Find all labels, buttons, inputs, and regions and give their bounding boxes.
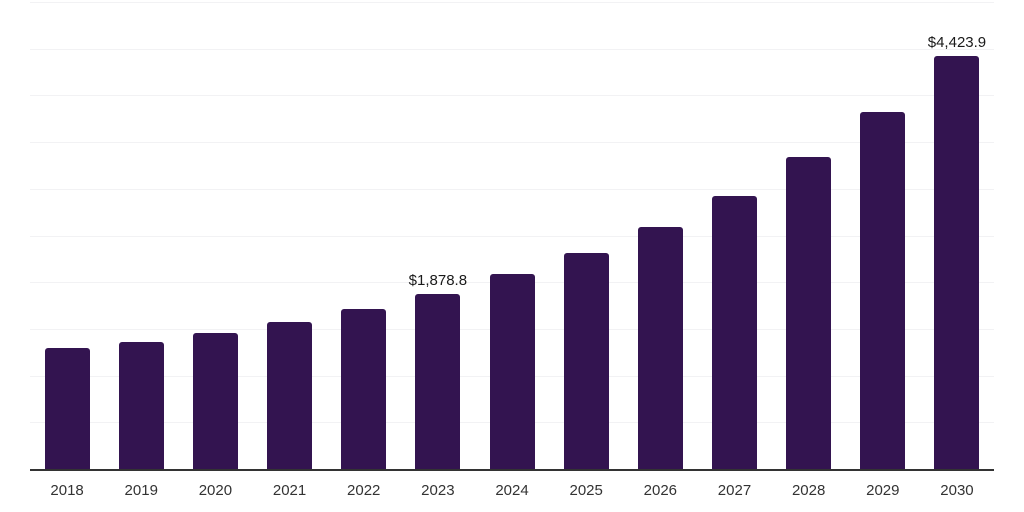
bar-value-label-2030: $4,423.9 bbox=[927, 33, 987, 51]
bar-2030 bbox=[934, 55, 980, 469]
gridline bbox=[30, 2, 994, 3]
plot-area: $1,878.8 $4,423.9 bbox=[30, 2, 994, 471]
bar-slot-2027 bbox=[697, 2, 771, 469]
bar-value-label-2023: $1,878.8 bbox=[408, 271, 468, 289]
x-tick-label-2021: 2021 bbox=[272, 482, 307, 499]
gridline bbox=[30, 95, 994, 97]
gridline bbox=[30, 235, 994, 237]
gridline bbox=[30, 142, 994, 144]
bar-slot-2025 bbox=[549, 2, 623, 469]
x-tick-label-2019: 2019 bbox=[124, 482, 158, 499]
x-tick-label-2028: 2028 bbox=[791, 482, 826, 499]
bar-2022 bbox=[341, 308, 387, 469]
bar-2023 bbox=[415, 293, 461, 469]
x-tick-label-2023: 2023 bbox=[421, 482, 455, 499]
bar-slot-2021 bbox=[252, 2, 326, 469]
x-axis-tick-labels: 2018 2019 2020 2021 2022 2023 2024 2025 2026 2027… bbox=[30, 481, 994, 501]
bar-slot-2019 bbox=[104, 2, 178, 469]
x-tick-label-2022: 2022 bbox=[347, 482, 381, 499]
x-tick-label-2027: 2027 bbox=[717, 482, 752, 499]
gridline bbox=[30, 48, 994, 50]
bar-slot-2023: $1,878.8 bbox=[401, 2, 475, 469]
x-tick-label-2024: 2024 bbox=[495, 482, 529, 499]
x-tick-label-2018: 2018 bbox=[50, 482, 84, 499]
gridline bbox=[30, 188, 994, 190]
bars: $1,878.8 $4,423.9 bbox=[30, 2, 994, 469]
x-tick-label-2026: 2026 bbox=[643, 482, 678, 499]
bar-2027 bbox=[711, 195, 757, 469]
bar-2026 bbox=[637, 227, 683, 469]
bar-slot-2020 bbox=[178, 2, 252, 469]
x-tick-label-2029: 2029 bbox=[866, 482, 900, 499]
x-tick-label-2030: 2030 bbox=[940, 482, 974, 499]
bar-2029 bbox=[860, 111, 906, 469]
bar-2020 bbox=[192, 332, 238, 469]
bar-slot-2026 bbox=[623, 2, 697, 469]
bar-slot-2028 bbox=[772, 2, 846, 469]
bar-slot-2029 bbox=[846, 2, 920, 469]
x-tick-label-2025: 2025 bbox=[569, 482, 603, 499]
bar-2025 bbox=[563, 252, 609, 469]
bar-slot-2022 bbox=[327, 2, 401, 469]
bar-slot-2030: $4,423.9 bbox=[920, 2, 994, 469]
bar-slot-2018 bbox=[30, 2, 104, 469]
bar-2021 bbox=[267, 321, 313, 469]
bar-2024 bbox=[489, 273, 535, 469]
bar-slot-2024 bbox=[475, 2, 549, 469]
bar-2018 bbox=[44, 348, 90, 469]
x-tick-label-2020: 2020 bbox=[198, 482, 233, 499]
bar-2019 bbox=[118, 341, 164, 469]
bar-2028 bbox=[786, 157, 832, 469]
x-axis-line bbox=[30, 469, 994, 471]
